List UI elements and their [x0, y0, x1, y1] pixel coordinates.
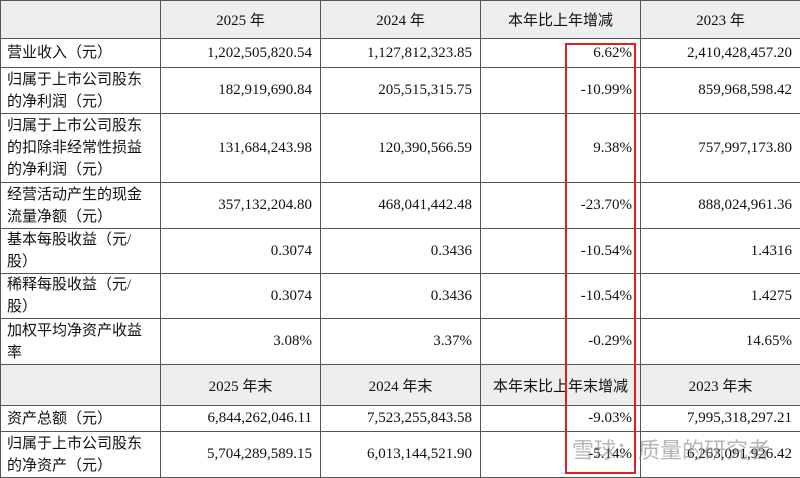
row-label: 归属于上市公司股东的净利润（元）	[1, 68, 161, 114]
header-cell: 2025 年	[161, 1, 321, 39]
header-cell: 2025 年末	[161, 365, 321, 406]
value-cell: 1,202,505,820.54	[161, 39, 321, 68]
header-cell: 2024 年	[321, 1, 481, 39]
value-cell: 888,024,961.36	[641, 183, 800, 229]
header-cell: 2023 年	[641, 1, 800, 39]
label-line: 的净资产（元）	[7, 455, 152, 477]
value-cell: 1,127,812,323.85	[321, 39, 481, 68]
label-line: 股）	[7, 251, 152, 273]
value-cell: 1.4275	[641, 274, 800, 319]
label-line: 流量净额（元）	[7, 206, 152, 228]
value-cell: 182,919,690.84	[161, 68, 321, 114]
value-cell: 131,684,243.98	[161, 114, 321, 183]
value-cell: 0.3074	[161, 229, 321, 274]
label-line: 资产总额（元）	[7, 408, 152, 430]
value-cell: -10.54%	[481, 229, 641, 274]
value-cell: -0.29%	[481, 319, 641, 365]
value-cell: -10.54%	[481, 274, 641, 319]
header-cell	[1, 365, 161, 406]
row-label: 稀释每股收益（元/股）	[1, 274, 161, 319]
label-line: 经营活动产生的现金	[7, 184, 152, 206]
value-cell: 6.62%	[481, 39, 641, 68]
label-line: 加权平均净资产收益	[7, 320, 152, 342]
header-cell	[1, 1, 161, 39]
value-cell: 1.4316	[641, 229, 800, 274]
value-cell: -23.70%	[481, 183, 641, 229]
value-cell: 3.08%	[161, 319, 321, 365]
value-cell: -9.03%	[481, 406, 641, 432]
value-cell: 205,515,315.75	[321, 68, 481, 114]
value-cell: 14.65%	[641, 319, 800, 365]
value-cell: 6,263,091,926.42	[641, 432, 800, 478]
label-line: 的扣除非经常性损益	[7, 137, 152, 159]
label-line: 率	[7, 342, 152, 364]
label-line: 基本每股收益（元/	[7, 229, 152, 251]
value-cell: 859,968,598.42	[641, 68, 800, 114]
value-cell: 757,997,173.80	[641, 114, 800, 183]
row-label: 加权平均净资产收益率	[1, 319, 161, 365]
label-line: 股）	[7, 296, 152, 318]
header-cell: 本年比上年增减	[481, 1, 641, 39]
value-cell: 468,041,442.48	[321, 183, 481, 229]
value-cell: 7,523,255,843.58	[321, 406, 481, 432]
value-cell: 3.37%	[321, 319, 481, 365]
row-label: 基本每股收益（元/股）	[1, 229, 161, 274]
label-line: 归属于上市公司股东	[7, 433, 152, 455]
label-line: 的净利润（元）	[7, 159, 152, 181]
value-cell: 0.3074	[161, 274, 321, 319]
label-line: 归属于上市公司股东	[7, 69, 152, 91]
label-line: 归属于上市公司股东	[7, 115, 152, 137]
value-cell: 7,995,318,297.21	[641, 406, 800, 432]
label-line: 稀释每股收益（元/	[7, 274, 152, 296]
value-cell: 9.38%	[481, 114, 641, 183]
header-cell: 2024 年末	[321, 365, 481, 406]
value-cell: 0.3436	[321, 229, 481, 274]
label-line: 营业收入（元）	[7, 42, 152, 64]
header-cell: 2023 年末	[641, 365, 800, 406]
value-cell: 5,704,289,589.15	[161, 432, 321, 478]
value-cell: -5.14%	[481, 432, 641, 478]
value-cell: 0.3436	[321, 274, 481, 319]
value-cell: 6,013,144,521.90	[321, 432, 481, 478]
header-cell: 本年末比上年末增减	[481, 365, 641, 406]
row-label: 归属于上市公司股东的净资产（元）	[1, 432, 161, 478]
value-cell: 2,410,428,457.20	[641, 39, 800, 68]
value-cell: 357,132,204.80	[161, 183, 321, 229]
value-cell: -10.99%	[481, 68, 641, 114]
value-cell: 120,390,566.59	[321, 114, 481, 183]
row-label: 归属于上市公司股东的扣除非经常性损益的净利润（元）	[1, 114, 161, 183]
value-cell: 6,844,262,046.11	[161, 406, 321, 432]
label-line: 的净利润（元）	[7, 91, 152, 113]
row-label: 经营活动产生的现金流量净额（元）	[1, 183, 161, 229]
row-label: 资产总额（元）	[1, 406, 161, 432]
row-label: 营业收入（元）	[1, 39, 161, 68]
